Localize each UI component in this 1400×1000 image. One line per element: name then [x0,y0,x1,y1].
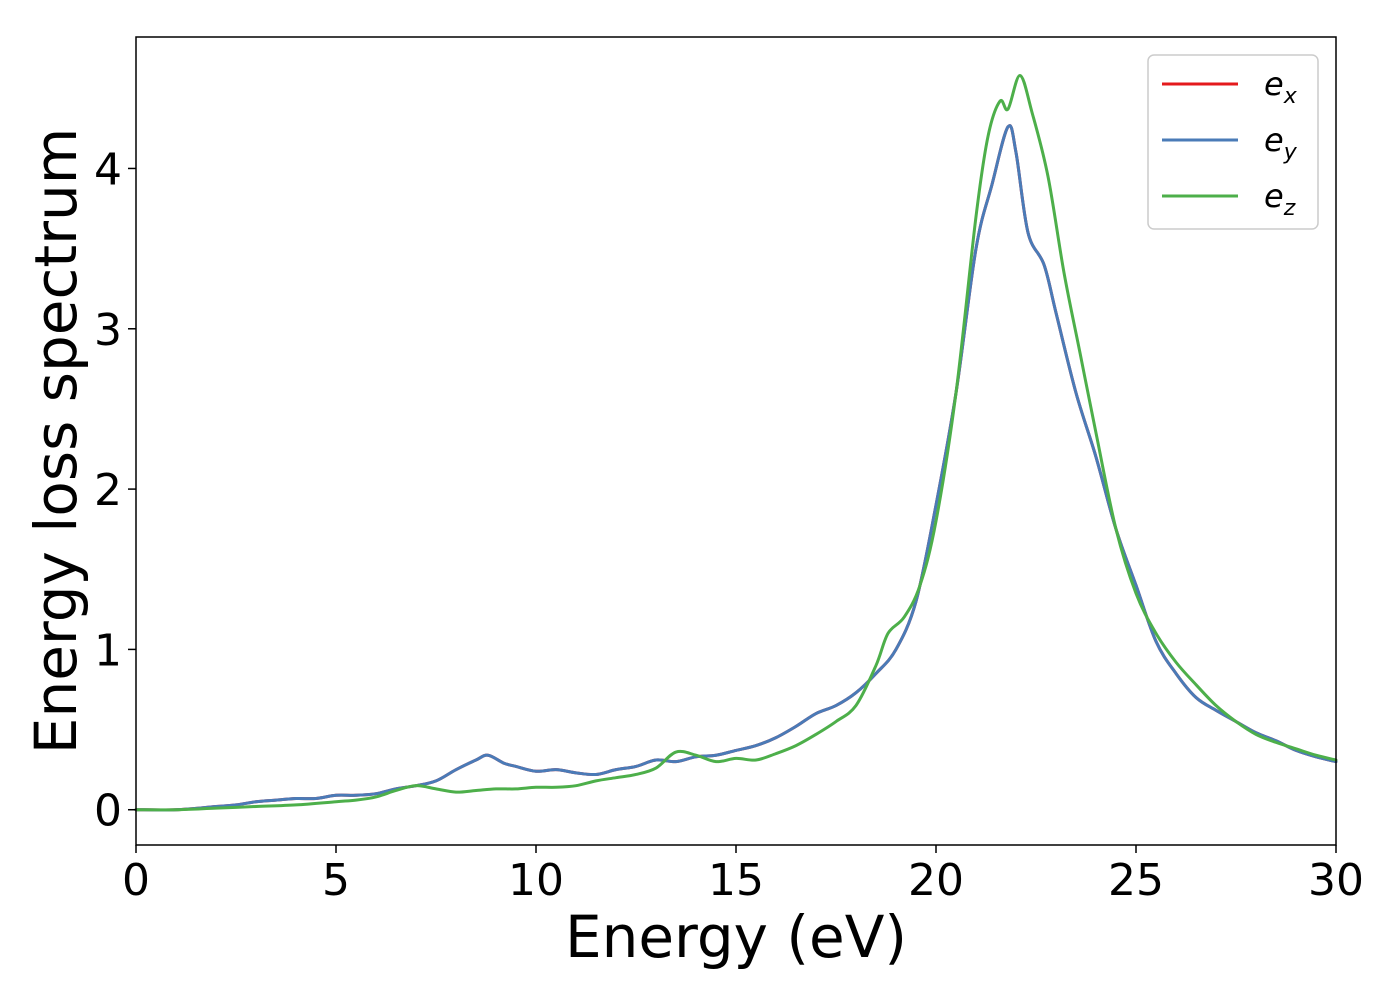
y-tick-label: 2 [94,465,122,516]
y-axis-label: Energy loss spectrum [22,128,90,754]
legend-label-base: e [1264,177,1284,215]
x-tick-label: 5 [322,855,350,906]
y-tick-label: 3 [94,305,122,356]
legend-label-base: e [1264,65,1284,103]
series-line-y [134,124,1338,812]
x-tick-label: 15 [708,855,764,906]
legend-label-base: e [1264,121,1284,159]
x-tick-label: 30 [1308,855,1364,906]
legend-label-x: ex [1264,65,1298,109]
legend-box [1147,54,1319,230]
x-tick-label: 0 [122,855,150,906]
legend-label-subscript: z [1283,196,1296,221]
y-tick-label: 1 [94,625,122,676]
x-axis: 0 5 10 15 20 25 30 [122,845,1364,906]
x-tick-label: 25 [1108,855,1164,906]
y-tick-label: 0 [94,786,122,837]
x-axis-label: Energy (eV) [565,903,907,971]
legend-label-subscript: x [1283,84,1298,109]
legend-label-z: ez [1264,177,1296,221]
series-line-z [134,73,1338,812]
x-tick-label: 20 [908,855,964,906]
x-tick-label: 10 [508,855,564,906]
series-lines [134,73,1338,812]
y-tick-label: 4 [94,144,122,195]
legend-label-subscript: y [1283,140,1298,165]
legend-label-y: ey [1264,121,1298,165]
y-axis: 0 1 2 3 4 [94,144,136,837]
